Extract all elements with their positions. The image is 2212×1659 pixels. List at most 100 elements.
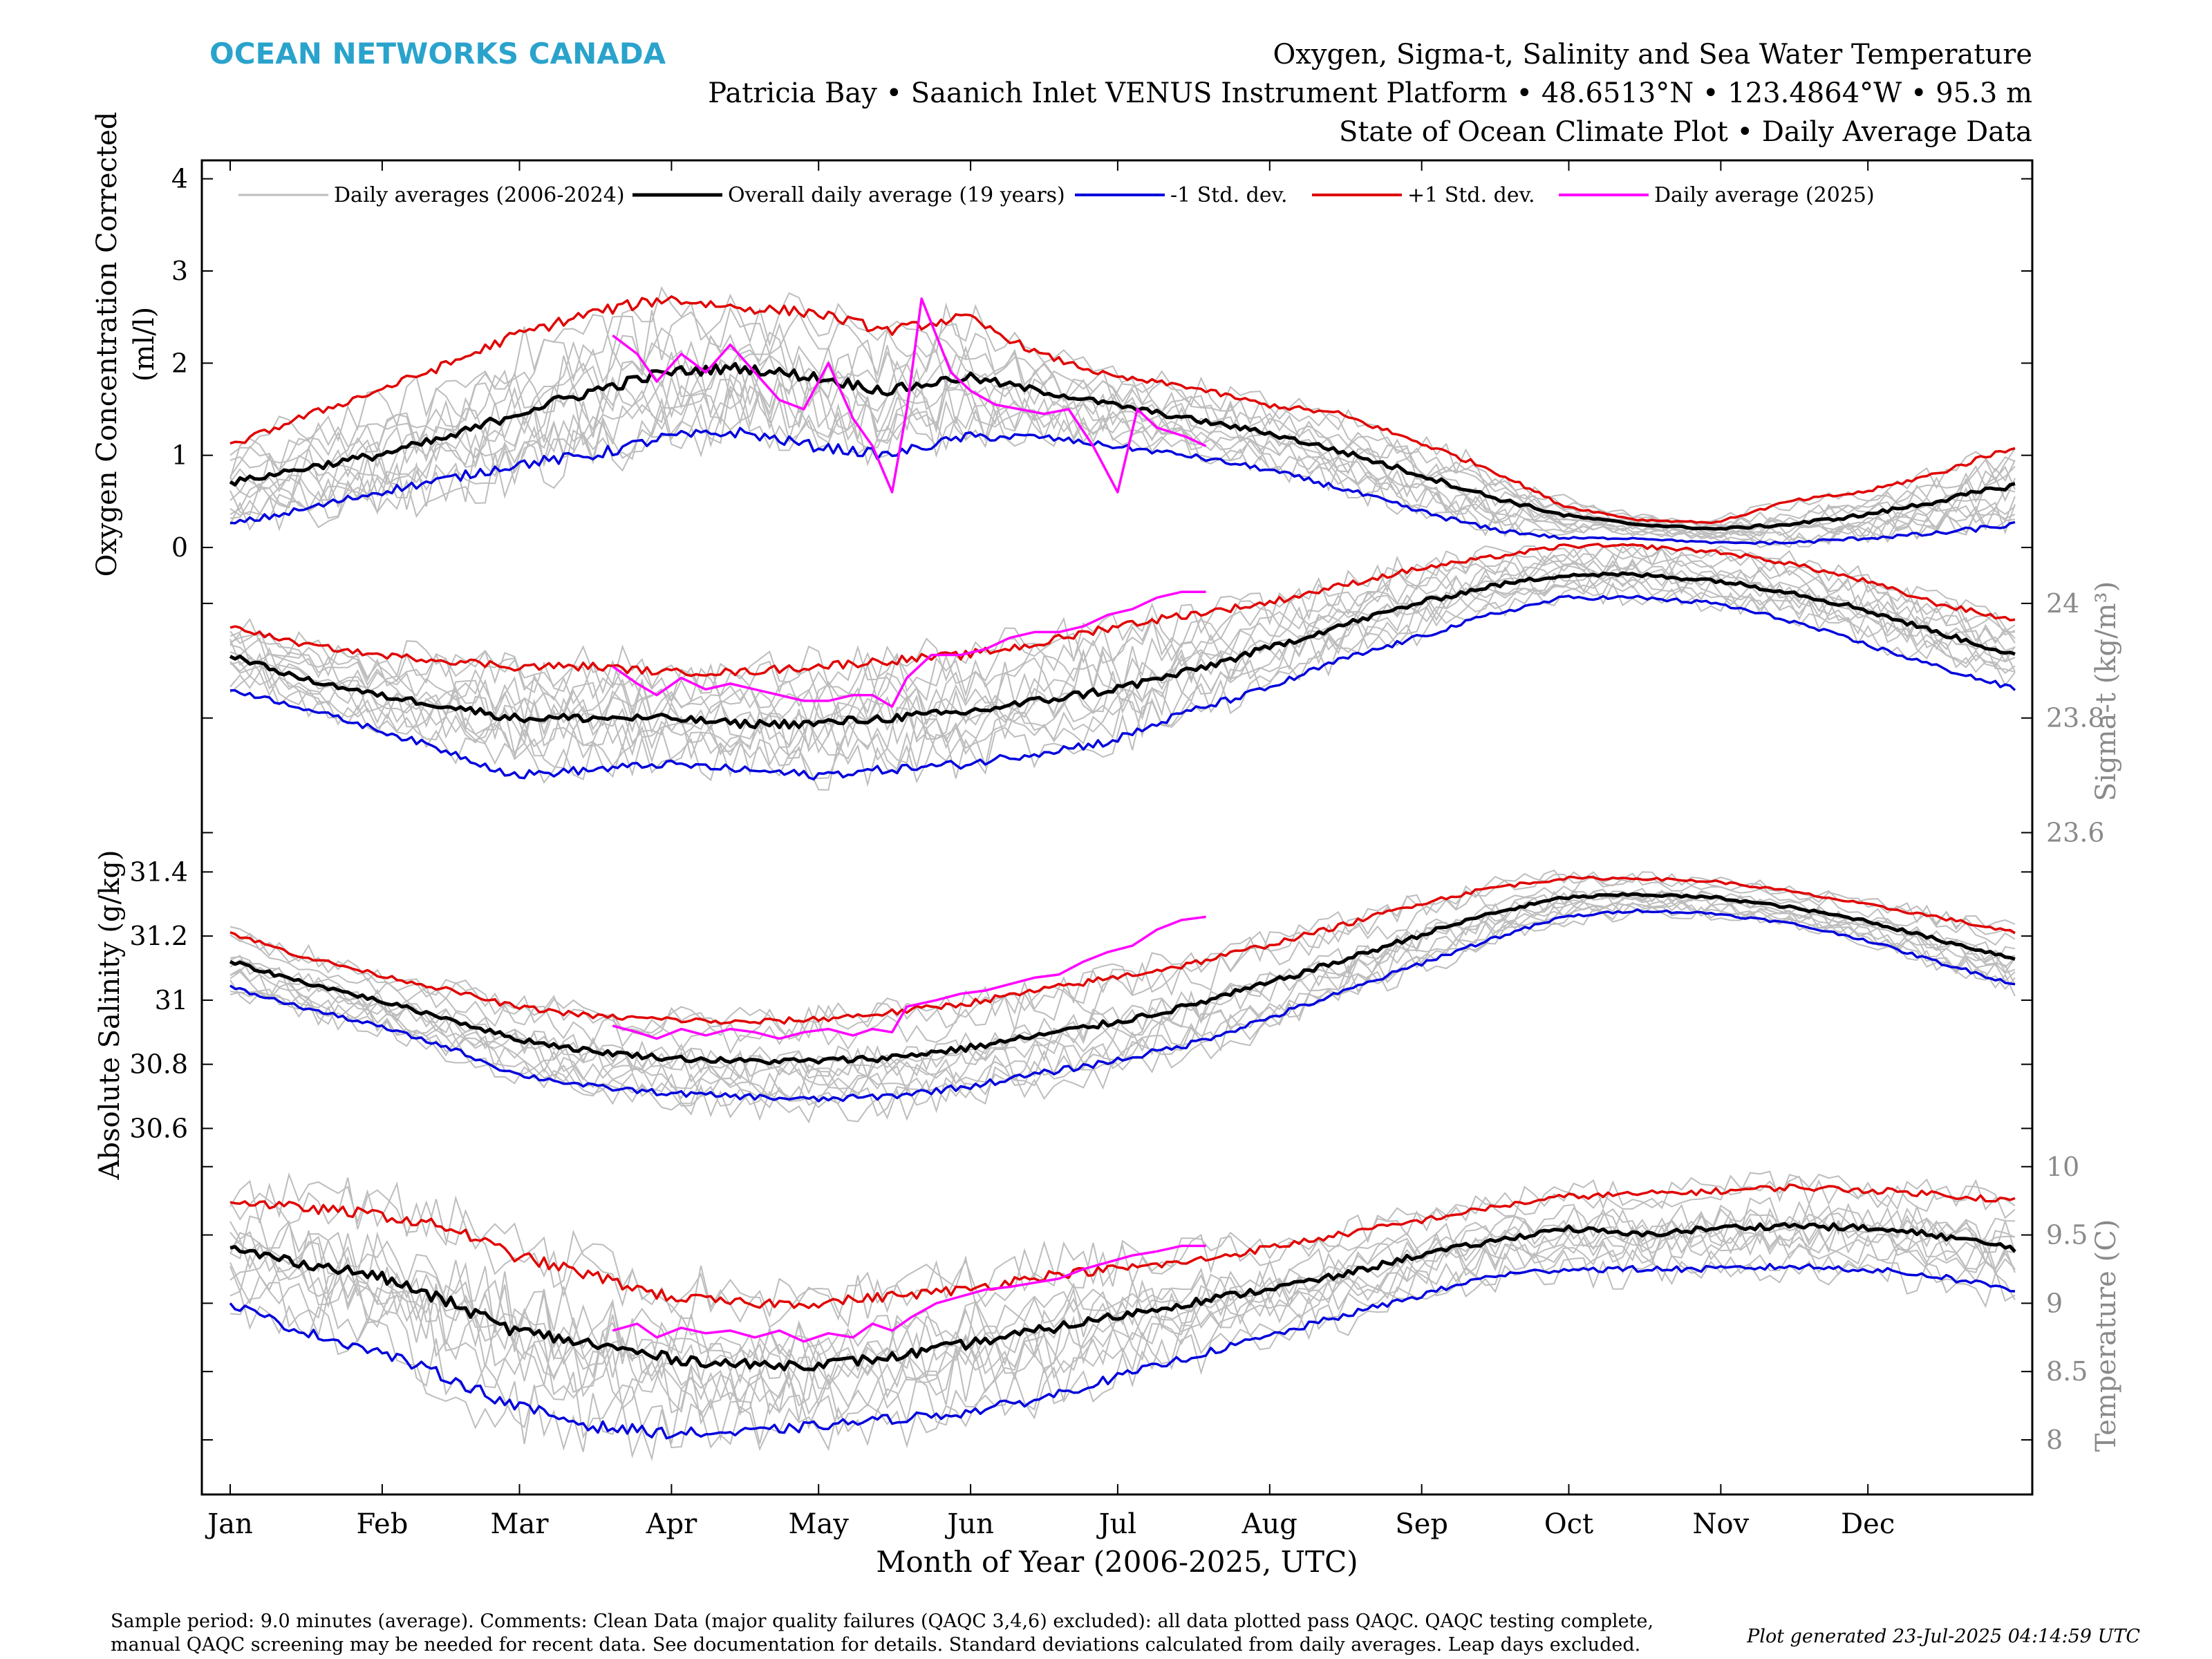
legend-label-plus-sd: +1 Std. dev. xyxy=(1407,183,1535,207)
sigma_t-history-line xyxy=(229,545,2016,694)
sigma_t-current-line xyxy=(612,590,1206,708)
salinity-current-line xyxy=(612,915,1206,1040)
temperature-y-tick-label: 9.5 xyxy=(2046,1220,2088,1250)
oxygen-history-line xyxy=(229,322,2016,529)
sigma_t-history-line xyxy=(229,564,2016,749)
oxygen-y-tick-label: 3 xyxy=(171,256,188,286)
salinity-history-line xyxy=(229,905,2016,1124)
salinity-history-line xyxy=(229,869,2016,1039)
series-layer xyxy=(229,295,2016,1440)
salinity-y-tick-label: 30.8 xyxy=(129,1049,188,1080)
historical-daily-averages xyxy=(229,285,2016,1462)
sigma_t-history-line xyxy=(229,545,2016,709)
sigma_t-minus-sd-line xyxy=(229,594,2016,781)
legend-label-mean: Overall daily average (19 years) xyxy=(728,183,1065,207)
ylabel-salinity: Absolute Salinity (g/kg) xyxy=(94,850,126,1180)
salinity-plus-sd-line xyxy=(229,875,2016,1025)
x-tick-label-aug: Aug xyxy=(1241,1508,1297,1540)
salinity-history-line xyxy=(229,877,2016,1055)
temperature-minus-sd-line xyxy=(229,1262,2016,1440)
footer-note-line-1: Sample period: 9.0 minutes (average). Co… xyxy=(111,1611,1653,1632)
axes-layer: Jan Feb Mar Apr May Jun Jul Aug Sep Oct Nov Dec0123… xyxy=(129,160,2105,1540)
sigma_t-history-line xyxy=(229,555,2016,726)
temperature-history-line xyxy=(229,1219,2016,1407)
salinity-y-tick-label: 30.6 xyxy=(129,1113,188,1143)
sigma_t-y-tick-label: 24 xyxy=(2046,588,2079,619)
sigma_t-mean-line xyxy=(229,571,2016,730)
sigma_t-history-line xyxy=(229,580,2016,780)
temperature-y-tick-label: 9 xyxy=(2046,1288,2063,1318)
x-tick-label-apr: Apr xyxy=(646,1508,697,1540)
oxygen-history-line xyxy=(229,388,2016,545)
plot-area: Jan Feb Mar Apr May Jun Jul Aug Sep Oct Nov Dec0123… xyxy=(129,159,2105,1540)
sigma_t-history-line xyxy=(229,581,2016,791)
temperature-history-line xyxy=(229,1253,2016,1462)
sigma_t-y-tick-label: 23.6 xyxy=(2046,818,2105,848)
temperature-history-line xyxy=(229,1230,2016,1425)
legend-label-history: Daily averages (2006-2024) xyxy=(334,183,625,207)
oxygen-history-line xyxy=(229,366,2016,539)
sigma_t-plus-sd-line xyxy=(229,543,2016,677)
salinity-y-tick-label: 31 xyxy=(155,985,188,1015)
oxygen-history-line xyxy=(229,331,2016,530)
temperature-history-line xyxy=(229,1172,2016,1329)
title-line-2: Patricia Bay • Saanich Inlet VENUS Instr… xyxy=(708,77,2032,109)
x-tick-label-oct: Oct xyxy=(1544,1508,1593,1540)
oxygen-y-tick-label: 2 xyxy=(171,348,188,378)
legend-label-minus-sd: -1 Std. dev. xyxy=(1170,183,1288,207)
oxygen-mean-line xyxy=(229,362,2016,531)
x-tick-label-feb: Feb xyxy=(356,1508,408,1540)
x-tick-label-nov: Nov xyxy=(1693,1508,1750,1540)
temperature-history-line xyxy=(229,1245,2016,1444)
salinity-history-line xyxy=(229,872,2016,1042)
temperature-y-tick-label: 8.5 xyxy=(2046,1356,2088,1387)
sigma_t-history-line xyxy=(229,573,2016,767)
x-tick-label-may: May xyxy=(789,1508,850,1540)
temperature-history-line xyxy=(229,1218,2016,1403)
footer-note-line-2: manual QAQC screening may be needed for … xyxy=(111,1634,1640,1656)
oxygen-history-line xyxy=(229,343,2016,534)
oxygen-y-tick-label: 1 xyxy=(171,440,188,471)
oxygen-history-line xyxy=(229,285,2016,523)
oxygen-history-line xyxy=(229,385,2016,549)
x-tick-label-mar: Mar xyxy=(491,1508,550,1540)
plot-generated-timestamp: Plot generated 23-Jul-2025 04:14:59 UTC xyxy=(1746,1626,2140,1647)
title-line-3: State of Ocean Climate Plot • Daily Aver… xyxy=(1339,116,2032,148)
temperature-mean-line xyxy=(229,1221,2016,1371)
ylabel-oxygen-line-1: Oxygen Concentration Corrected xyxy=(91,112,123,577)
xlabel: Month of Year (2006-2025, UTC) xyxy=(876,1545,1358,1579)
brand-logo: OCEAN NETWORKS CANADA xyxy=(209,37,666,71)
salinity-y-tick-label: 31.2 xyxy=(129,921,188,951)
temperature-current-line xyxy=(612,1244,1206,1343)
ylabel-oxygen-line-2: (ml/l) xyxy=(129,307,160,382)
temperature-y-tick-label: 10 xyxy=(2046,1152,2079,1182)
oxygen-current-line xyxy=(612,297,1207,494)
legend: Daily averages (2006-2024) Overall daily… xyxy=(238,183,1875,207)
salinity-mean-line xyxy=(229,892,2016,1066)
temperature-y-tick-label: 8 xyxy=(2046,1425,2063,1455)
salinity-y-tick-label: 31.4 xyxy=(129,856,188,887)
temperature-plus-sd-line xyxy=(229,1183,2016,1309)
salinity-history-line xyxy=(229,888,2016,1080)
ylabel-temperature: Temperature (C) xyxy=(2090,1219,2122,1452)
salinity-history-line xyxy=(229,900,2016,1100)
x-tick-label-jun: Jun xyxy=(944,1508,994,1540)
x-tick-label-sep: Sep xyxy=(1395,1508,1448,1540)
temperature-history-line xyxy=(229,1197,2016,1368)
x-tick-label-dec: Dec xyxy=(1841,1508,1895,1540)
sigma_t-y-tick-label: 23.8 xyxy=(2046,703,2105,733)
legend-label-current: Daily average (2025) xyxy=(1654,183,1875,207)
temperature-history-line xyxy=(229,1201,2016,1385)
x-tick-label-jan: Jan xyxy=(205,1508,253,1540)
oxygen-minus-sd-line xyxy=(229,427,2016,546)
oxygen-plus-sd-line xyxy=(229,295,2016,525)
salinity-history-line xyxy=(229,903,2016,1117)
oxygen-y-tick-label: 4 xyxy=(171,164,188,194)
title-line-1: Oxygen, Sigma-t, Salinity and Sea Water … xyxy=(1273,39,2032,71)
temperature-history-line xyxy=(229,1207,2016,1385)
oxygen-y-tick-label: 0 xyxy=(171,532,188,563)
ylabel-sigma-t: Sigma-t (kg/m³) xyxy=(2090,581,2122,801)
x-tick-label-jul: Jul xyxy=(1096,1508,1137,1540)
oxygen-history-line xyxy=(229,373,2016,542)
